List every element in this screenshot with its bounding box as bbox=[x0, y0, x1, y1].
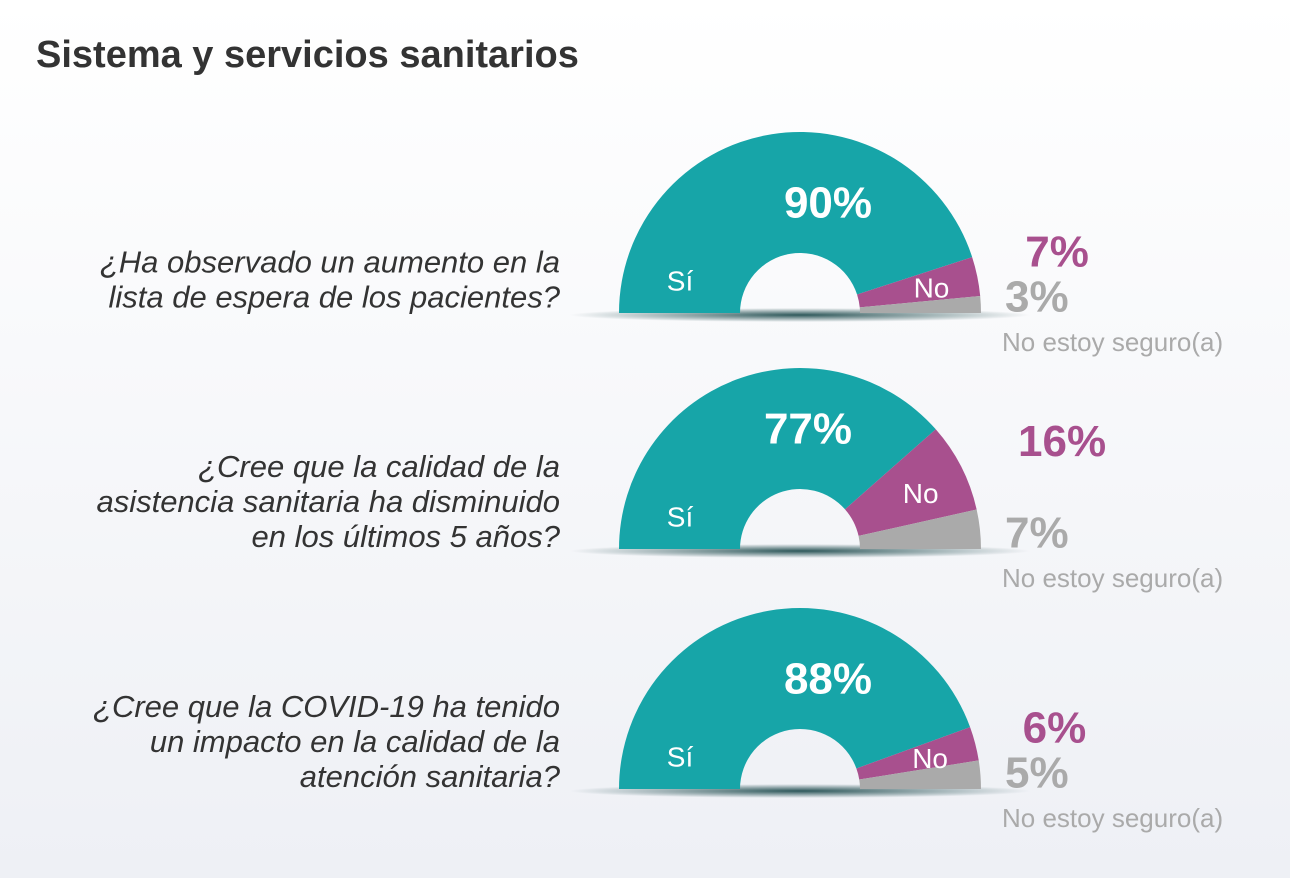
value-label: 7% bbox=[1005, 509, 1069, 558]
question: un impacto en la calidad de la bbox=[150, 724, 560, 759]
category-label: No bbox=[914, 273, 950, 304]
question: ¿Ha observado un aumento en la bbox=[100, 245, 560, 280]
question: ¿Cree que la COVID-19 ha tenido bbox=[93, 689, 560, 724]
page-title: Sistema y servicios sanitarios bbox=[36, 34, 579, 76]
question: lista de espera de los pacientes? bbox=[108, 280, 560, 315]
segment bbox=[857, 257, 981, 308]
segment bbox=[845, 429, 977, 536]
question: ¿Cree que la calidad de la bbox=[198, 449, 560, 484]
value-label: 3% bbox=[1005, 273, 1069, 322]
category-label: No estoy seguro(a) bbox=[1002, 563, 1223, 593]
segment bbox=[619, 368, 936, 549]
value-label: 7% bbox=[1025, 228, 1089, 277]
question: asistencia sanitaria ha disminuido bbox=[96, 484, 560, 519]
value-label: 77% bbox=[764, 405, 852, 454]
segment bbox=[858, 509, 981, 549]
segment bbox=[859, 760, 981, 789]
value-label: 16% bbox=[1018, 417, 1106, 466]
category-label: No bbox=[912, 743, 948, 774]
segment bbox=[619, 131, 973, 313]
category-label: Sí bbox=[667, 741, 694, 772]
segment bbox=[856, 727, 979, 780]
value-label: 90% bbox=[784, 179, 872, 228]
value-label: 5% bbox=[1005, 749, 1069, 798]
question: en los últimos 5 años? bbox=[252, 519, 561, 554]
category-label: Sí bbox=[667, 501, 694, 532]
segment bbox=[619, 607, 971, 789]
segment bbox=[859, 295, 981, 313]
value-label: 6% bbox=[1023, 704, 1087, 753]
category-label: No estoy seguro(a) bbox=[1002, 803, 1223, 833]
question: atención sanitaria? bbox=[300, 759, 561, 794]
category-label: No bbox=[903, 478, 939, 509]
category-label: Sí bbox=[667, 265, 694, 296]
value-label: 88% bbox=[784, 655, 872, 704]
category-label: No estoy seguro(a) bbox=[1002, 327, 1223, 357]
